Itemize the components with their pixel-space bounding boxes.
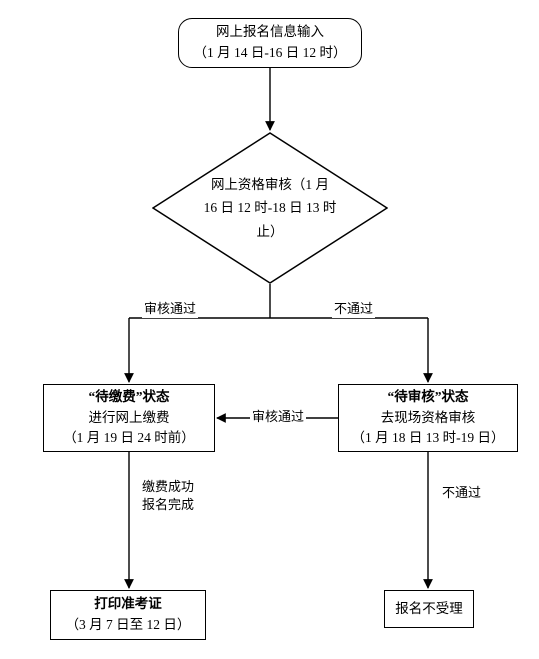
node-pay: “待缴费”状态 进行网上缴费 （1 月 19 日 24 时前）: [43, 384, 215, 452]
node-pay-line3: （1 月 19 日 24 时前）: [63, 428, 195, 449]
node-start: 网上报名信息输入 （1 月 14 日-16 日 12 时）: [178, 18, 362, 68]
node-review-line2: 16 日 12 时-18 日 13 时: [204, 196, 337, 220]
node-review-line3: 止）: [257, 220, 284, 244]
label-pay-success: 缴费成功 报名完成: [140, 478, 196, 513]
label-onsite-pass: 审核通过: [250, 408, 306, 426]
node-onsite: “待审核”状态 去现场资格审核 （1 月 18 日 13 时-19 日）: [338, 384, 518, 452]
node-pay-line1: “待缴费”状态: [89, 387, 170, 408]
node-onsite-line1: “待审核”状态: [388, 387, 469, 408]
label-pay-success-l1: 缴费成功: [142, 478, 194, 496]
node-print: 打印准考证 （3 月 7 日至 12 日）: [50, 590, 206, 640]
node-print-line2: （3 月 7 日至 12 日）: [66, 615, 191, 636]
flowchart-connectors: [0, 0, 539, 659]
label-pay-success-l2: 报名完成: [142, 496, 194, 514]
node-onsite-line3: （1 月 18 日 13 时-19 日）: [352, 428, 505, 449]
node-start-line2: （1 月 14 日-16 日 12 时）: [194, 43, 347, 64]
node-review-line1: 网上资格审核（1 月: [211, 173, 329, 197]
node-reject: 报名不受理: [384, 590, 474, 628]
label-onsite-fail: 不通过: [440, 484, 483, 502]
node-reject-line1: 报名不受理: [395, 599, 463, 620]
node-print-line1: 打印准考证: [94, 594, 162, 615]
label-pass: 审核通过: [142, 300, 198, 318]
node-start-line1: 网上报名信息输入: [216, 22, 324, 43]
node-onsite-line2: 去现场资格审核: [381, 408, 476, 429]
node-review-text: 网上资格审核（1 月 16 日 12 时-18 日 13 时 止）: [152, 132, 388, 284]
node-review: 网上资格审核（1 月 16 日 12 时-18 日 13 时 止）: [152, 132, 388, 284]
node-pay-line2: 进行网上缴费: [89, 408, 170, 429]
label-fail: 不通过: [332, 300, 375, 318]
